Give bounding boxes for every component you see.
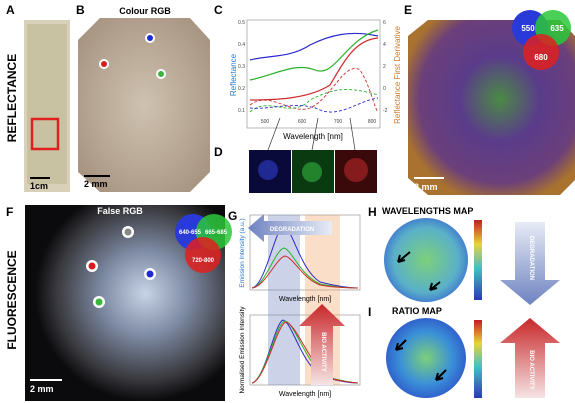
- texture: [258, 160, 278, 180]
- roi: [30, 117, 60, 151]
- connector: [349, 117, 356, 151]
- panel-title: False RGB: [445, 12, 491, 22]
- y-label: Normalised Emission Intensity: [239, 306, 246, 394]
- curve: [249, 29, 379, 81]
- ratio-map: [386, 318, 466, 398]
- curve: [249, 97, 379, 113]
- connector: [311, 117, 319, 151]
- curve: [249, 67, 379, 113]
- sample-surface: [27, 24, 67, 184]
- row-label: FLUORESCENCE: [5, 250, 19, 349]
- venn: [512, 10, 571, 70]
- scale-text: 2 mm: [30, 384, 54, 394]
- tick-label: 6: [383, 20, 386, 26]
- curve: [249, 32, 379, 61]
- panel-letter: F: [6, 205, 13, 219]
- arrow: [248, 214, 332, 242]
- panel-letter: H: [368, 205, 377, 219]
- connector: [267, 117, 281, 151]
- marker: [88, 262, 96, 270]
- arrow: [299, 304, 345, 385]
- x-label: Wavelength [nm]: [283, 132, 343, 141]
- scale-text: 1cm: [30, 181, 48, 191]
- marker: [95, 298, 103, 306]
- panel-letter: B: [76, 3, 85, 17]
- x-label: Wavelength [nm]: [279, 296, 331, 303]
- panel-title: RATIO MAP: [392, 306, 442, 316]
- curve: [251, 225, 359, 289]
- channel-label: 635: [550, 24, 564, 33]
- arrow-label: DEGRADATION: [270, 227, 314, 233]
- rgb-image: [78, 18, 210, 192]
- tick-label: 0.5: [238, 20, 245, 26]
- x-ticks: 500 600 700 800: [261, 119, 377, 125]
- panel-letter: I: [368, 305, 371, 319]
- tick-label: 800: [368, 119, 377, 125]
- texture: [344, 158, 368, 182]
- pointer: [397, 251, 411, 263]
- channel-label: 640-655: [179, 230, 202, 236]
- pointer: [435, 369, 447, 381]
- tick-label: 0.4: [238, 42, 245, 48]
- pointer: [395, 339, 407, 351]
- curve: [249, 37, 379, 101]
- plot-area: [246, 19, 381, 129]
- venn-circle: [523, 34, 559, 70]
- panel-letter: G: [228, 209, 237, 223]
- x-label: Wavelength [nm]: [279, 391, 331, 398]
- panel-letter: E: [404, 3, 412, 17]
- channel-label: 720-800: [192, 258, 215, 264]
- colorbar: [474, 320, 482, 398]
- marker: [146, 270, 154, 278]
- curve: [251, 321, 359, 384]
- arrow: [500, 222, 560, 305]
- marker: [158, 71, 164, 77]
- texture: [302, 162, 322, 182]
- y-label: Emission Intensity (a.u.): [239, 218, 246, 287]
- panel-letter: A: [6, 3, 15, 17]
- channel-label: 665-685: [205, 230, 228, 236]
- venn-circle: [185, 237, 221, 273]
- tick-label: -2: [383, 108, 388, 114]
- arrow-label: BIO ACTIVITY: [528, 350, 534, 389]
- panel-title: Colour RGB: [119, 6, 171, 16]
- pointer: [429, 281, 441, 291]
- arrow-label: BIO ACTIVITY: [320, 332, 326, 371]
- tick-label: 700: [334, 119, 343, 125]
- colorbar: [474, 220, 482, 300]
- tick-label: 600: [298, 119, 307, 125]
- marker: [101, 61, 107, 67]
- channel-label: 550: [521, 24, 535, 33]
- tick-label: 2: [383, 64, 386, 70]
- channel-label: 680: [534, 53, 548, 62]
- marker: [147, 35, 153, 41]
- y2-label: Reflectance First Derivative: [393, 26, 402, 124]
- tick-label: 0.1: [238, 108, 245, 114]
- arrow: [500, 318, 560, 398]
- y-label: Reflectance: [229, 53, 238, 96]
- panel-letter: C: [214, 3, 223, 17]
- tick-label: 0: [383, 86, 386, 92]
- curve: [249, 89, 379, 113]
- curve: [251, 255, 359, 289]
- marker: [124, 228, 132, 236]
- markers: [99, 33, 166, 79]
- tick-label: 4: [383, 42, 386, 48]
- row-label: REFLECTANCE: [5, 54, 19, 142]
- tick-label: 500: [261, 119, 270, 125]
- arrow-label: DEGRADATION: [528, 236, 534, 280]
- panel-letter: D: [214, 145, 223, 159]
- tick-label: 0.2: [238, 86, 245, 92]
- scale-text: 2 mm: [84, 179, 108, 189]
- panel-title: WAVELENGTHS MAP: [382, 206, 473, 216]
- tick-label: 0.3: [238, 64, 245, 70]
- scale-text: 2 mm: [414, 182, 438, 192]
- y-ticks: 0.1 0.2 0.3 0.4 0.5 -2 0 2 4 6: [238, 20, 388, 114]
- panel-title: False RGB: [97, 206, 143, 216]
- wavelength-map: [384, 218, 468, 302]
